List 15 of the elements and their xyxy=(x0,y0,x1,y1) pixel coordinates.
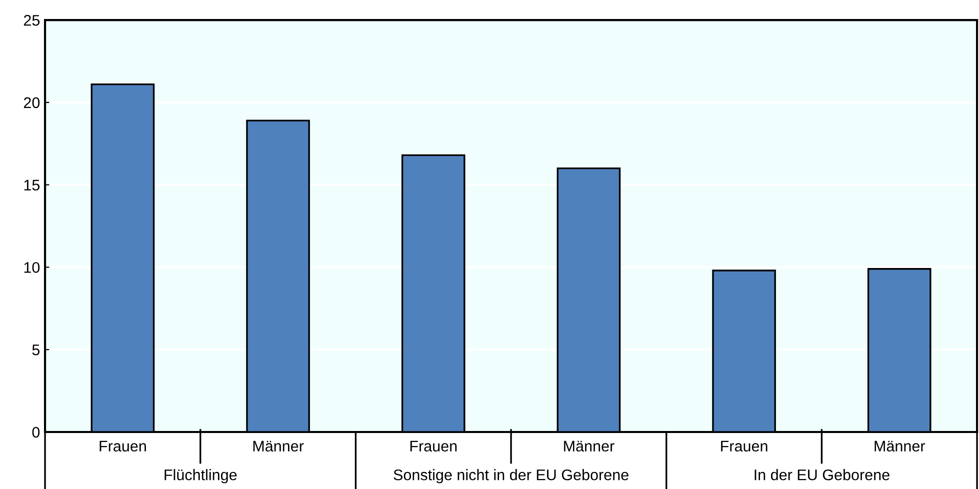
x-tick-label: Frauen xyxy=(721,440,768,452)
x-tick-label: Männer xyxy=(874,440,926,452)
x-tick-label: Frauen xyxy=(100,440,146,452)
y-tick-label: 10 xyxy=(24,262,40,273)
x-tick-label: Frauen xyxy=(410,440,457,452)
text: In der EU Geborene xyxy=(754,469,890,480)
y-tick-label: 15 xyxy=(24,180,40,191)
y-tick-label: 0 xyxy=(32,426,40,438)
text: Sonstige nicht in der EU Geborene xyxy=(394,469,628,484)
y-tick-label: 5 xyxy=(32,344,40,356)
text: Flüchtlinge xyxy=(164,469,237,484)
x-tick-label: Männer xyxy=(253,440,304,452)
x-tick-label: Männer xyxy=(564,440,614,452)
y-tick-label: 20 xyxy=(24,97,40,108)
y-tick-label: 25 xyxy=(24,14,40,26)
